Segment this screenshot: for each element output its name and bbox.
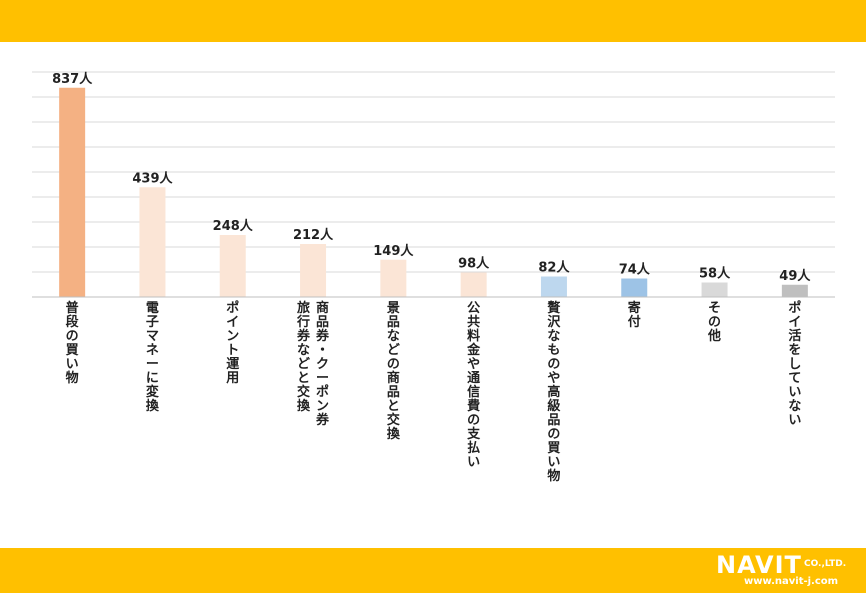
bar: [701, 282, 728, 297]
bar: [219, 235, 246, 297]
company-logo: NAVIT CO.,LTD. www.navit-j.com: [716, 552, 861, 590]
data-label: 98人: [458, 256, 490, 272]
bar: [139, 187, 166, 297]
bar: [621, 278, 648, 297]
data-label: 74人: [619, 262, 651, 278]
category-label: 普段の買い物: [65, 301, 79, 387]
bar: [540, 276, 567, 297]
category-label: その他: [708, 301, 722, 345]
bar: [781, 284, 808, 297]
top-banner: [0, 0, 866, 42]
category-label: 旅行券などと交換: [297, 301, 311, 415]
category-label: 商品券・クーポン券: [316, 301, 330, 429]
data-label: 82人: [538, 260, 570, 276]
bottom-banner: [0, 548, 866, 593]
data-label: 49人: [779, 268, 811, 284]
data-label: 212人: [293, 227, 334, 243]
category-label: 寄付: [627, 301, 641, 331]
bar: [59, 87, 86, 297]
bar: [460, 272, 487, 297]
logo-suffix: CO.,LTD.: [804, 559, 847, 569]
logo-url: www.navit-j.com: [744, 576, 839, 587]
bar: [380, 259, 407, 297]
category-label: ポイ活をしていない: [788, 301, 802, 429]
data-label: 58人: [699, 266, 731, 282]
category-label: 景品などの商品と交換: [386, 301, 400, 443]
logo-text: NAVIT: [716, 551, 802, 579]
data-label: 439人: [132, 170, 173, 186]
category-label: 公共料金や通信費の支払い: [467, 301, 481, 471]
data-label: 149人: [373, 243, 414, 259]
category-label: ポイント運用: [226, 301, 240, 387]
bar: [300, 244, 327, 297]
category-label: 贅沢なものや高級品の買い物: [547, 301, 561, 485]
category-label: 電子マネーに変換: [145, 301, 159, 415]
data-label: 837人: [52, 71, 93, 87]
data-label: 248人: [213, 218, 254, 234]
